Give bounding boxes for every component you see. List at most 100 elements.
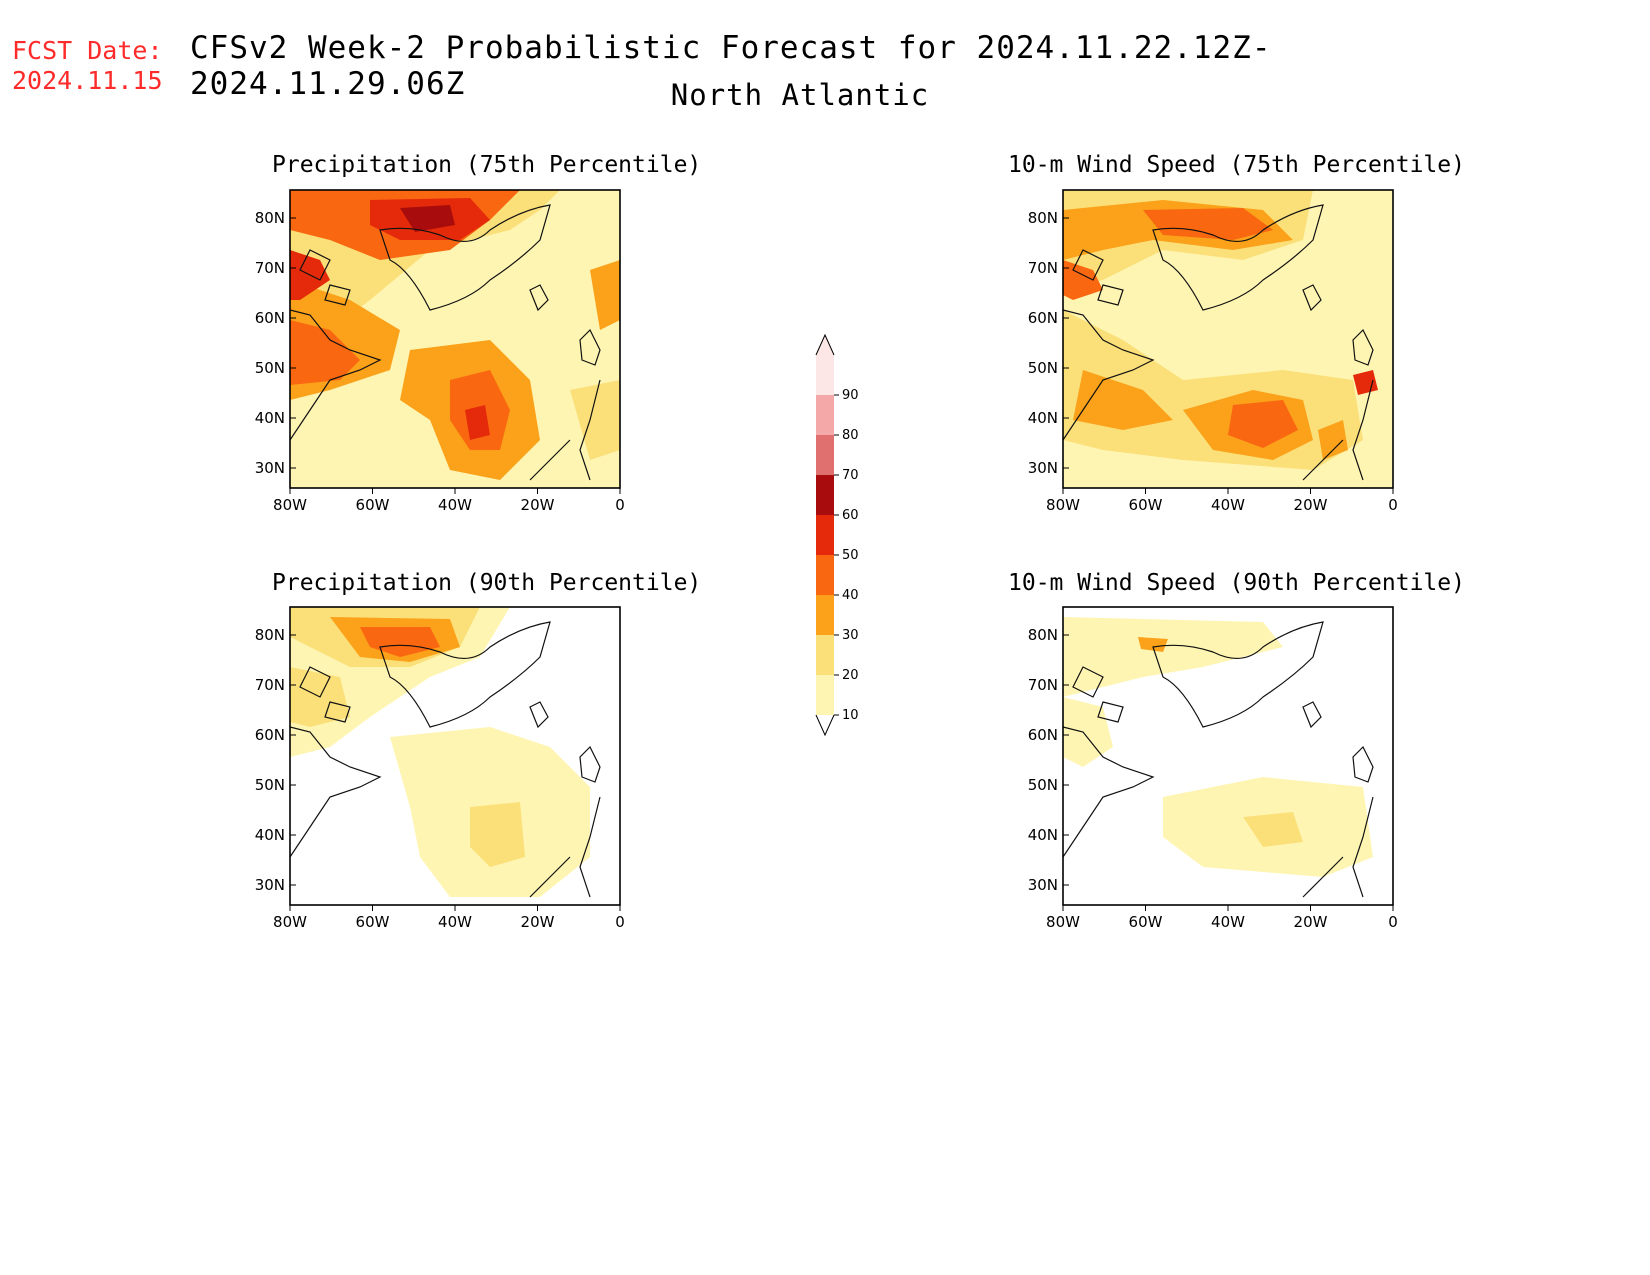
lat-label: 50N	[255, 359, 285, 377]
colorbar: 10 20 30 40 50 60 70 80 90	[815, 333, 859, 737]
panel-title-wind-75: 10-m Wind Speed (75th Percentile)	[1008, 152, 1465, 178]
lon-label: 0	[1388, 913, 1398, 931]
lat-label: 50N	[1028, 776, 1058, 794]
coastline	[1072, 249, 1104, 281]
coastlines	[1062, 204, 1374, 481]
coastline	[1302, 439, 1344, 481]
colorbar-label: 60	[842, 508, 859, 523]
contour-fill	[570, 380, 620, 460]
coastline	[1152, 204, 1324, 311]
coastline	[1352, 745, 1374, 783]
coastline	[1097, 284, 1124, 306]
lon-label: 80W	[1046, 496, 1080, 514]
colorbar-segment	[816, 395, 834, 435]
shaded-field	[290, 190, 620, 488]
lon-label: 20W	[521, 913, 555, 931]
lon-label: 0	[615, 913, 625, 931]
coastline	[1302, 701, 1322, 729]
coastline	[1152, 621, 1324, 728]
lat-label: 50N	[255, 776, 285, 794]
coastline	[529, 284, 549, 312]
coastline	[1072, 666, 1104, 698]
lon-label: 40W	[438, 496, 472, 514]
lat-label: 40N	[255, 409, 285, 427]
coastline	[529, 856, 571, 898]
coastline	[1352, 796, 1374, 898]
shaded-field	[290, 607, 620, 905]
coastline	[299, 249, 331, 281]
colorbar-label: 70	[842, 468, 859, 483]
axes-precip-90: 80N 70N 60N 50N 40N 30N 80W 60W 40W 20W 0	[255, 626, 625, 931]
colorbar-label: 30	[842, 628, 859, 643]
colorbar-label: 90	[842, 388, 859, 403]
coastline	[579, 796, 601, 898]
lon-label: 0	[1388, 496, 1398, 514]
coastline	[324, 284, 351, 306]
axes-wind-75: 80N 70N 60N 50N 40N 30N 80W 60W 40W 20W 0	[1028, 209, 1398, 514]
lon-label: 40W	[1211, 913, 1245, 931]
lat-label: 80N	[255, 626, 285, 644]
axes-wind-90: 80N 70N 60N 50N 40N 30N 80W 60W 40W 20W 0	[1028, 626, 1398, 931]
lon-label: 40W	[438, 913, 472, 931]
contour-fill	[470, 802, 525, 867]
coastline	[1352, 379, 1374, 481]
lat-label: 40N	[1028, 409, 1058, 427]
coastlines	[289, 204, 601, 481]
coastline	[379, 621, 551, 728]
panel-title-wind-90: 10-m Wind Speed (90th Percentile)	[1008, 570, 1465, 596]
lat-label: 80N	[1028, 626, 1058, 644]
lat-label: 30N	[255, 876, 285, 894]
lon-label: 80W	[1046, 913, 1080, 931]
fcst-date-label: FCST Date:	[12, 36, 163, 65]
coastlines	[289, 621, 601, 898]
lon-label: 80W	[273, 913, 307, 931]
colorbar-label: 50	[842, 548, 859, 563]
coastline	[1062, 726, 1155, 858]
contour-fill	[1063, 617, 1283, 697]
contour-fill	[1143, 208, 1273, 240]
contour-fill	[290, 320, 360, 385]
lat-label: 30N	[255, 459, 285, 477]
coastline	[579, 328, 601, 366]
coastline	[1097, 701, 1124, 723]
colorbar-segment	[816, 355, 834, 395]
contour-fill	[1063, 697, 1113, 767]
colorbar-segment	[816, 555, 834, 595]
lat-label: 70N	[255, 676, 285, 694]
panel-title-precip-75: Precipitation (75th Percentile)	[272, 152, 702, 178]
lat-label: 60N	[255, 726, 285, 744]
map-precip-90	[289, 606, 621, 906]
lat-label: 70N	[255, 259, 285, 277]
fcst-date-value: 2024.11.15	[12, 66, 163, 95]
colorbar-bottom-arrow	[815, 714, 835, 737]
lat-label: 40N	[1028, 826, 1058, 844]
lat-label: 60N	[1028, 309, 1058, 327]
axes-precip-75: 80N 70N 60N 50N 40N 30N 80W 60W 40W 20W 0	[255, 209, 625, 514]
shaded-field	[1063, 190, 1393, 488]
map-wind-90	[1062, 606, 1394, 906]
colorbar-segment	[816, 595, 834, 635]
coastline	[1302, 284, 1322, 312]
contour-fill	[400, 205, 455, 232]
lon-label: 80W	[273, 496, 307, 514]
lat-label: 70N	[1028, 259, 1058, 277]
lon-label: 60W	[1129, 496, 1163, 514]
contour-fill	[1138, 637, 1168, 652]
panel-title-precip-90: Precipitation (90th Percentile)	[272, 570, 702, 596]
colorbar-label: 10	[842, 708, 859, 723]
lat-label: 40N	[255, 826, 285, 844]
coastline	[1302, 856, 1344, 898]
colorbar-segment	[816, 515, 834, 555]
coastline	[289, 309, 382, 441]
lat-label: 30N	[1028, 459, 1058, 477]
coastline	[1352, 328, 1374, 366]
coastline	[379, 204, 551, 311]
colorbar-segment	[816, 675, 834, 715]
lon-label: 60W	[356, 496, 390, 514]
contour-fill	[1318, 420, 1348, 460]
colorbar-segment	[816, 475, 834, 515]
lon-label: 20W	[1294, 496, 1328, 514]
colorbar-label: 80	[842, 428, 859, 443]
contour-fill	[1228, 400, 1298, 448]
coastline	[579, 745, 601, 783]
